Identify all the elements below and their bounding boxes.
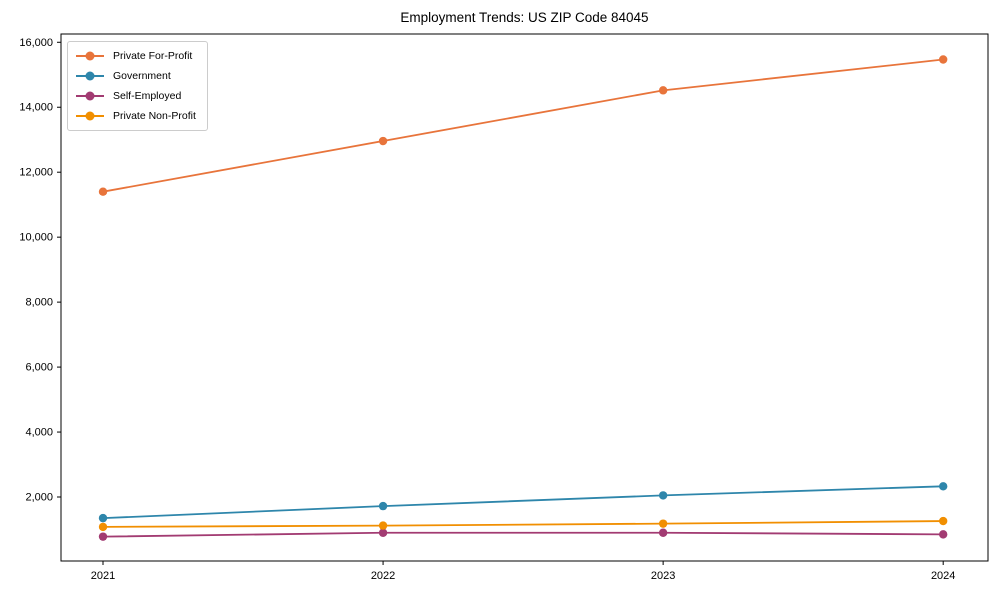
x-tick-label: 2024 xyxy=(931,570,955,582)
y-tick-label: 10,000 xyxy=(19,232,53,244)
data-point-self-employed-2024 xyxy=(938,530,948,539)
legend-marker-icon xyxy=(76,111,104,121)
data-point-government-2021 xyxy=(98,513,108,523)
data-point-self-employed-2021 xyxy=(98,532,108,541)
x-tick-label: 2023 xyxy=(651,570,675,582)
chart-legend: Private For-Profit Government Self-Employe… xyxy=(67,41,208,131)
legend-dot xyxy=(85,51,95,61)
y-tick-label: 4,000 xyxy=(25,427,53,439)
data-point-private-non-profit-2022 xyxy=(378,521,388,530)
legend-label: Self-Employed xyxy=(113,89,182,102)
legend-dot xyxy=(85,91,95,101)
y-tick-label: 14,000 xyxy=(19,102,53,114)
series-line-government xyxy=(102,485,945,520)
y-tick-label: 12,000 xyxy=(19,167,53,179)
legend-item-private-non-profit: Private Non-Profit xyxy=(76,106,196,126)
data-point-private-for-profit-2024 xyxy=(938,55,948,64)
legend-item-government: Government xyxy=(76,66,196,86)
y-tick-label: 6,000 xyxy=(25,362,53,374)
data-point-private-for-profit-2023 xyxy=(658,86,668,95)
x-tick-label: 2021 xyxy=(91,570,115,582)
y-tick-label: 16,000 xyxy=(19,37,53,49)
series-line-private-non-profit xyxy=(102,520,945,528)
legend-marker-icon xyxy=(76,91,104,101)
legend-label: Private Non-Profit xyxy=(113,109,196,122)
series-line-private-for-profit xyxy=(102,58,945,193)
legend-marker-icon xyxy=(76,51,104,61)
plot-border xyxy=(60,33,989,562)
series-line-self-employed xyxy=(102,531,945,538)
data-point-government-2024 xyxy=(938,482,948,491)
data-point-private-for-profit-2021 xyxy=(98,187,108,196)
legend-label: Private For-Profit xyxy=(113,49,193,62)
y-tick-label: 8,000 xyxy=(25,297,53,309)
legend-item-self-employed: Self-Employed xyxy=(76,86,196,106)
data-point-government-2022 xyxy=(378,501,388,511)
data-point-private-non-profit-2023 xyxy=(658,519,668,528)
data-point-private-non-profit-2021 xyxy=(98,522,108,532)
data-point-private-for-profit-2022 xyxy=(378,136,388,146)
legend-item-private-for-profit: Private For-Profit xyxy=(76,46,196,66)
legend-marker-icon xyxy=(76,71,104,81)
data-point-self-employed-2023 xyxy=(658,528,668,537)
legend-dot xyxy=(85,111,95,121)
data-point-government-2023 xyxy=(658,491,668,500)
legend-dot xyxy=(85,71,95,81)
chart-title: Employment Trends: US ZIP Code 84045 xyxy=(400,10,648,25)
data-point-private-non-profit-2024 xyxy=(938,516,948,526)
legend-label: Government xyxy=(113,69,171,82)
data-point-self-employed-2022 xyxy=(378,528,388,537)
y-tick-label: 2,000 xyxy=(25,492,53,504)
x-tick-label: 2022 xyxy=(371,570,395,582)
